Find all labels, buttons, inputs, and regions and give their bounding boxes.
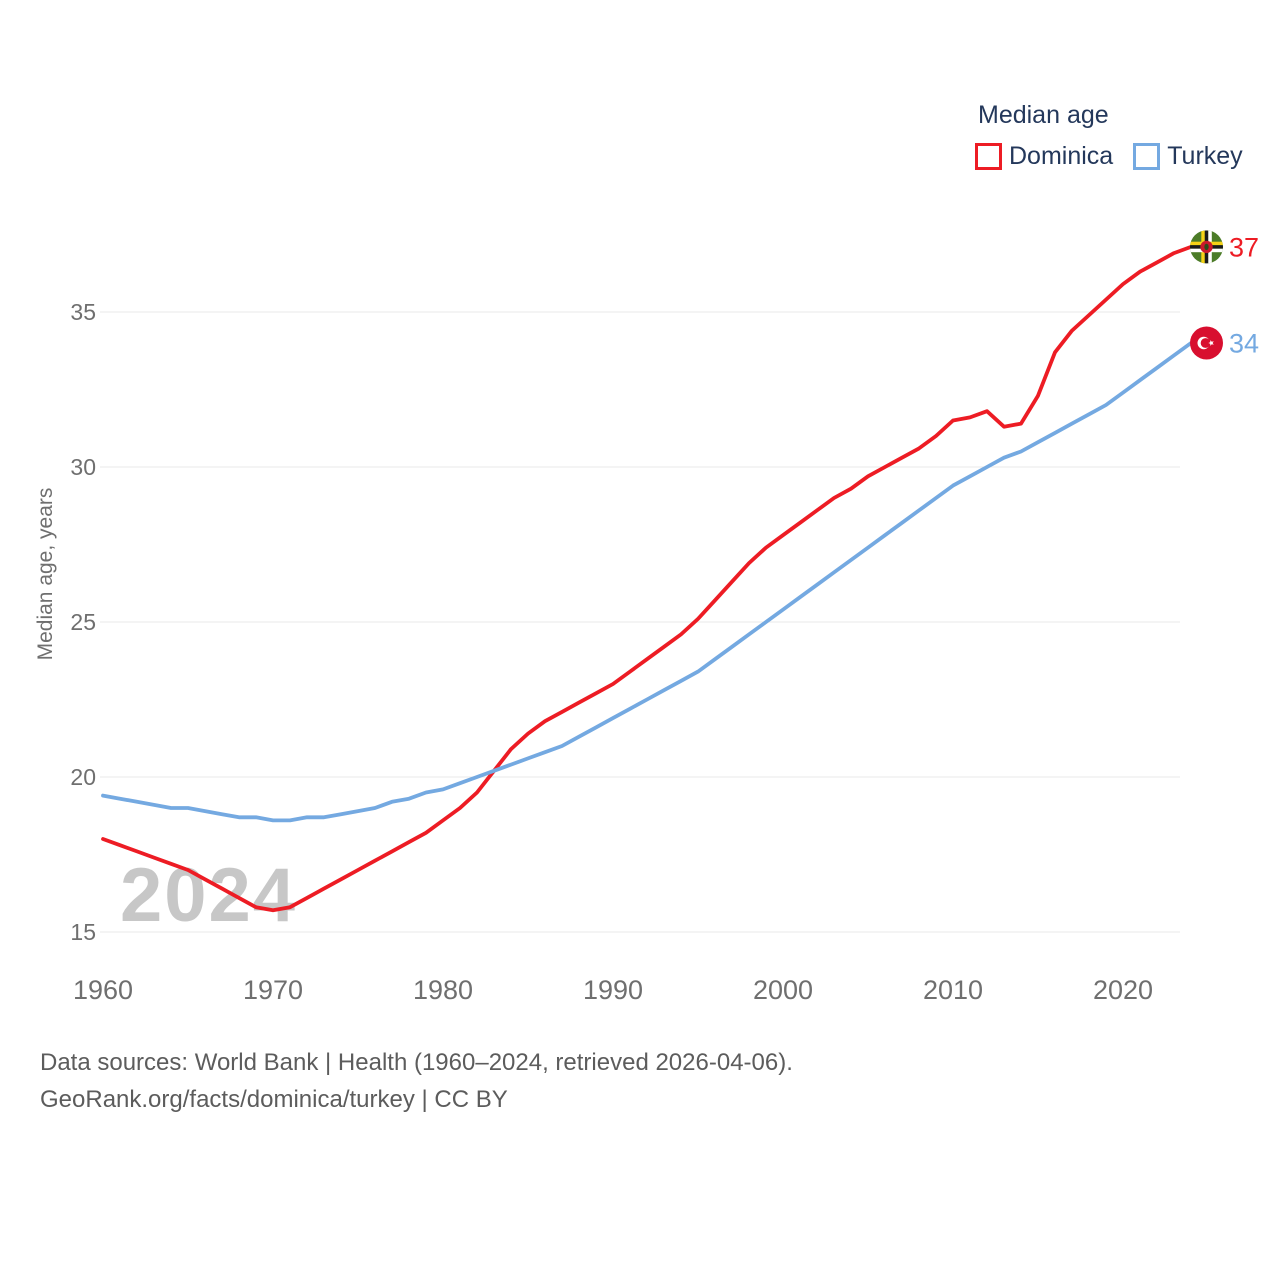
legend-item-turkey[interactable]: Turkey <box>1133 142 1243 171</box>
data-sources-line: Data sources: World Bank | Health (1960–… <box>40 1049 793 1076</box>
x-tick-label-1970: 1970 <box>243 975 303 1005</box>
legend-label-turkey: Turkey <box>1167 142 1243 170</box>
x-tick-label-1960: 1960 <box>73 975 133 1005</box>
end-value-label-turkey: 34 <box>1229 329 1259 359</box>
legend-items: Dominica Turkey <box>975 142 1243 171</box>
y-tick-label-15: 15 <box>70 919 96 945</box>
x-tick-label-1980: 1980 <box>413 975 473 1005</box>
series-line-dominica[interactable] <box>101 245 1193 913</box>
legend-item-dominica[interactable]: Dominica <box>975 142 1113 171</box>
watermark-year: 2024 <box>120 853 297 938</box>
y-axis-title: Median age, years <box>34 488 57 661</box>
dominica-swatch-icon <box>975 143 1002 170</box>
median-age-line-chart: 15 20 25 30 35 1960 1970 1980 1990 2000 2010 2020 Me… <box>34 230 1259 1005</box>
x-tick-label-2000: 2000 <box>753 975 813 1005</box>
turkey-swatch-icon <box>1133 143 1161 170</box>
y-tick-label-20: 20 <box>70 764 96 790</box>
attribution-line: GeoRank.org/facts/dominica/turkey | CC B… <box>40 1086 508 1113</box>
flag-marker-dominica[interactable] <box>1190 230 1223 264</box>
y-tick-label-35: 35 <box>70 299 96 325</box>
series-line-turkey[interactable] <box>101 341 1193 823</box>
y-tick-label-25: 25 <box>70 609 96 635</box>
legend-title: Median age <box>978 101 1109 129</box>
x-tick-label-1990: 1990 <box>583 975 643 1005</box>
legend: Median age Dominica Turkey <box>975 100 1243 171</box>
x-tick-label-2010: 2010 <box>923 975 983 1005</box>
x-tick-label-2020: 2020 <box>1093 975 1153 1005</box>
flag-marker-turkey[interactable] <box>1190 326 1223 360</box>
legend-label-dominica: Dominica <box>1009 142 1114 170</box>
y-tick-label-30: 30 <box>70 454 96 480</box>
footer: Data sources: World Bank | Health (1960–… <box>40 1044 793 1118</box>
end-value-label-dominica: 37 <box>1229 232 1259 262</box>
